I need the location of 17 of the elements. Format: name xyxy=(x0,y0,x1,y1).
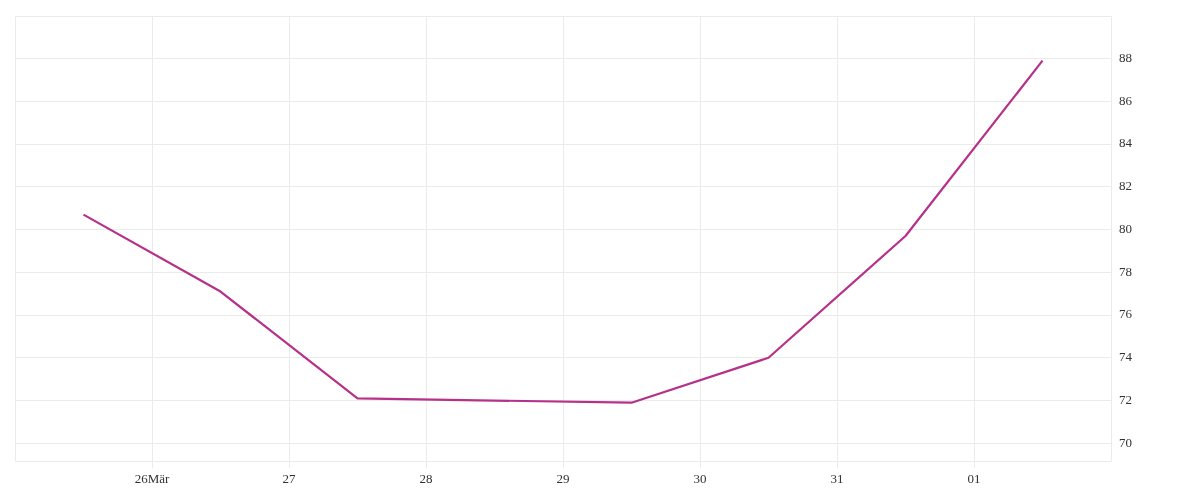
y-tick-label: 86 xyxy=(1119,92,1133,108)
x-tick-label: 31 xyxy=(830,470,844,486)
y-tick-label: 88 xyxy=(1119,49,1132,65)
x-tick-label: 01 xyxy=(967,470,981,486)
x-tick-label: 30 xyxy=(693,470,707,486)
y-tick-label: 84 xyxy=(1119,135,1133,151)
y-tick-label: 72 xyxy=(1119,391,1132,407)
y-tick-label: 78 xyxy=(1119,263,1132,279)
y-tick-label: 80 xyxy=(1119,220,1132,236)
y-tick-label: 82 xyxy=(1119,178,1132,194)
x-tick-label: 26Mär xyxy=(134,470,170,486)
x-tick-label: 27 xyxy=(282,470,296,486)
y-tick-label: 70 xyxy=(1119,434,1132,450)
x-tick-label: 29 xyxy=(556,470,570,486)
y-tick-label: 76 xyxy=(1119,306,1133,322)
y-tick-label: 74 xyxy=(1119,349,1133,365)
x-tick-label: 28 xyxy=(419,470,433,486)
